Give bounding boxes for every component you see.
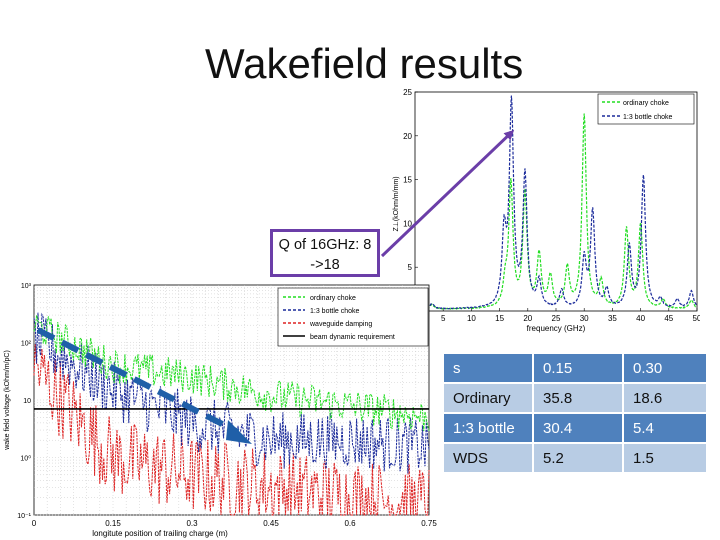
table-cell: 5.2 <box>532 442 624 474</box>
x-tick-label: 35 <box>608 314 617 323</box>
wakefield-legend: ordinary choke 1:3 bottle choke waveguid… <box>277 287 429 347</box>
y-tick-label: 25 <box>403 88 412 97</box>
wakefield-chart: 0 0.15 0.3 0.45 0.6 0.75 10⁻¹ 10⁰ 10 10² 10³ longi… <box>4 283 437 538</box>
table-cell: 5.4 <box>622 412 708 444</box>
x-tick-label: 45 <box>664 314 673 323</box>
x-tick-label: 0.6 <box>344 519 356 528</box>
q-factor-callout: Q of 16GHz: 8 ->18 <box>270 229 380 277</box>
table-row: WDS 5.2 1.5 <box>442 442 708 474</box>
x-tick-label: 0.15 <box>105 519 121 528</box>
impedance-y-axis-label: Z⊥(kOhm/m/mm) <box>393 176 400 231</box>
y-tick-label: 10 <box>23 398 31 405</box>
table-cell: s <box>442 352 534 384</box>
table-header-row: s 0.15 0.30 <box>442 352 708 384</box>
legend-label-ordinary: ordinary choke <box>310 295 356 302</box>
x-tick-label: 5 <box>441 314 446 323</box>
wakefield-y-axis-label: wake field voltage (kOhm/m/pC) <box>4 350 11 451</box>
table-cell: 30.4 <box>532 412 624 444</box>
table-cell: 0.15 <box>532 352 624 384</box>
y-tick-label: 10² <box>21 341 32 348</box>
results-table: s 0.15 0.30 Ordinary 35.8 18.6 1:3 bottl… <box>442 352 708 474</box>
table-row: 1:3 bottle 30.4 5.4 <box>442 412 708 444</box>
legend-label-bottle: 1:3 bottle choke <box>310 308 360 315</box>
table-cell: 35.8 <box>532 382 624 414</box>
legend-label-waveguide: waveguide damping <box>309 321 372 328</box>
y-tick-label: 10 <box>403 219 412 228</box>
x-tick-label: 50 <box>693 314 700 323</box>
legend-label-ordinary-choke: ordinary choke <box>623 100 669 107</box>
series-line-ordinary-choke <box>414 113 697 310</box>
impedance-plot-frame <box>414 91 698 312</box>
table-cell: Ordinary <box>442 382 534 414</box>
impedance-x-axis-label: frequency (GHz) <box>527 324 586 333</box>
table-cell: WDS <box>442 442 534 474</box>
callout-line-1: Q of 16GHz: 8 <box>278 237 372 253</box>
legend-label-bottle-choke: 1:3 bottle choke <box>623 114 673 121</box>
impedance-legend-box <box>597 93 695 125</box>
x-tick-label: 0.75 <box>421 519 437 528</box>
x-tick-label: 0 <box>32 519 37 528</box>
series-line-waveguide-damping <box>33 343 430 516</box>
x-tick-label: 20 <box>523 314 532 323</box>
y-tick-label: 20 <box>403 132 412 141</box>
y-tick-label: 10⁻¹ <box>17 513 31 520</box>
impedance-legend: ordinary choke 1:3 bottle choke <box>597 93 695 125</box>
x-tick-label: 0.45 <box>263 519 279 528</box>
x-tick-label: 25 <box>552 314 561 323</box>
table-cell: 1:3 bottle <box>442 412 534 444</box>
x-tick-label: 30 <box>580 314 589 323</box>
table-cell: 18.6 <box>622 382 708 414</box>
wakefield-x-axis-label: longitute position of trailing charge (m… <box>92 529 228 538</box>
table-cell: 1.5 <box>622 442 708 474</box>
x-tick-label: 15 <box>495 314 504 323</box>
table-cell: 0.30 <box>622 352 708 384</box>
x-tick-label: 0.3 <box>186 519 198 528</box>
legend-label-requirement: beam dynamic requirement <box>310 334 395 341</box>
table-row: Ordinary 35.8 18.6 <box>442 382 708 414</box>
y-tick-label: 10³ <box>21 283 32 290</box>
y-tick-label: 5 <box>408 263 413 272</box>
x-tick-label: 40 <box>636 314 645 323</box>
y-tick-label: 10⁰ <box>20 455 31 463</box>
y-tick-label: 15 <box>403 176 412 185</box>
series-line-1-3-bottle-choke <box>414 95 697 310</box>
slide-title: Wakefield results <box>205 40 524 87</box>
callout-line-2: ->18 <box>310 257 340 273</box>
x-tick-label: 10 <box>467 314 476 323</box>
